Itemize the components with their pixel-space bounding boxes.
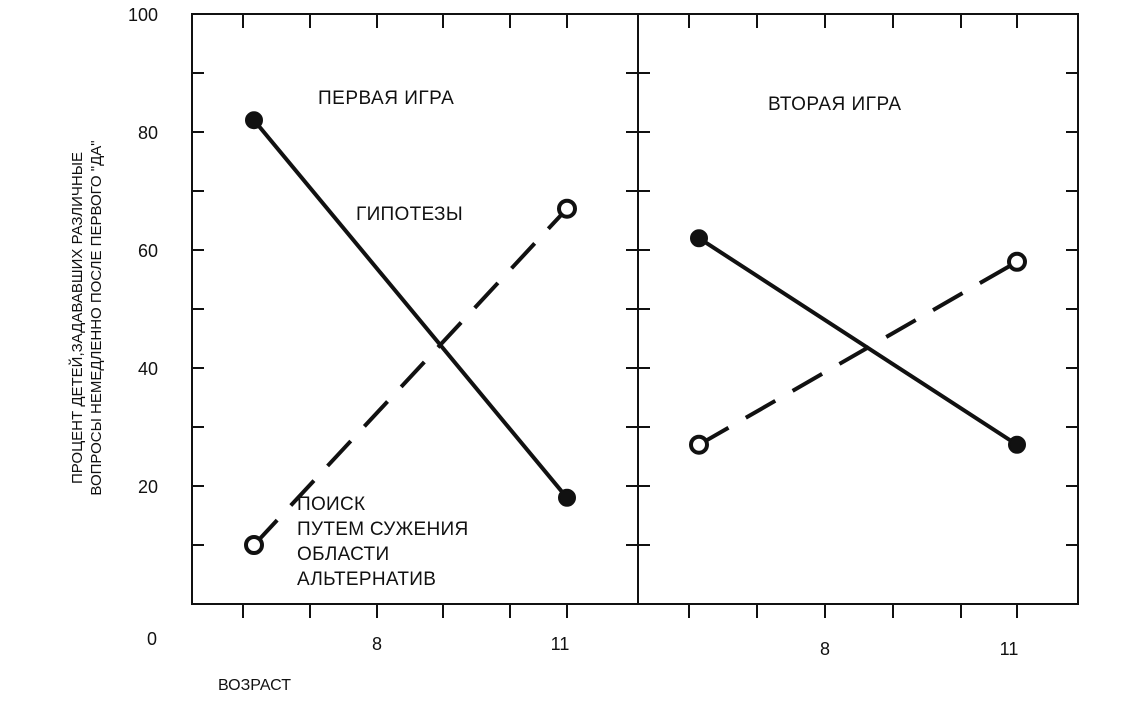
- x-tick-label: 11: [1000, 639, 1019, 659]
- x-tick-label: 11: [551, 634, 570, 654]
- series-line-1-dashed: [252, 207, 569, 547]
- series-label-search-line-4: АЛЬТЕРНАТИВ: [297, 569, 436, 590]
- y-axis-label-line-2: ВОПРОСЫ НЕМЕДЛЕННО ПОСЛЕ ПЕРВОГО "ДА": [88, 140, 105, 495]
- series-line-2-dashed: [698, 260, 1018, 447]
- data-point-filled: [690, 229, 708, 248]
- y-tick-label: 40: [138, 359, 158, 379]
- series-label-hypotheses: ГИПОТЕЗЫ: [356, 204, 463, 225]
- series-label-search-line-3: ОБЛАСТИ: [297, 544, 389, 565]
- x-tick-label: 8: [372, 634, 382, 654]
- x-tick-label: 8: [820, 639, 830, 659]
- origin-label: 0: [147, 629, 157, 649]
- data-point-filled: [558, 488, 576, 507]
- y-tick-label: 80: [138, 123, 158, 143]
- y-tick-label: 60: [138, 241, 158, 261]
- y-tick-label: 20: [138, 477, 158, 497]
- data-point-open: [557, 198, 577, 219]
- data-point-filled: [245, 111, 263, 130]
- data-point-open: [689, 434, 709, 455]
- data-point-open: [244, 535, 264, 555]
- panel-1-title: ПЕРВАЯ ИГРА: [318, 88, 454, 109]
- data-point-filled: [1008, 435, 1026, 454]
- series-label-search-line-1: ПОИСК: [297, 494, 365, 515]
- x-axis-label: ВОЗРАСТ: [218, 677, 291, 694]
- data-point-open: [1007, 251, 1027, 272]
- series-line-1-solid: [252, 118, 569, 500]
- y-tick-label: 100: [128, 5, 158, 25]
- y-axis-label-line-1: ПРОЦЕНТ ДЕТЕЙ,ЗАДАВАВШИХ РАЗЛИЧНЫЕ: [68, 152, 86, 484]
- series-label-search-line-2: ПУТЕМ СУЖЕНИЯ: [297, 519, 469, 540]
- series-line-2-solid: [697, 236, 1019, 447]
- panel-2-title: ВТОРАЯ ИГРА: [768, 94, 902, 115]
